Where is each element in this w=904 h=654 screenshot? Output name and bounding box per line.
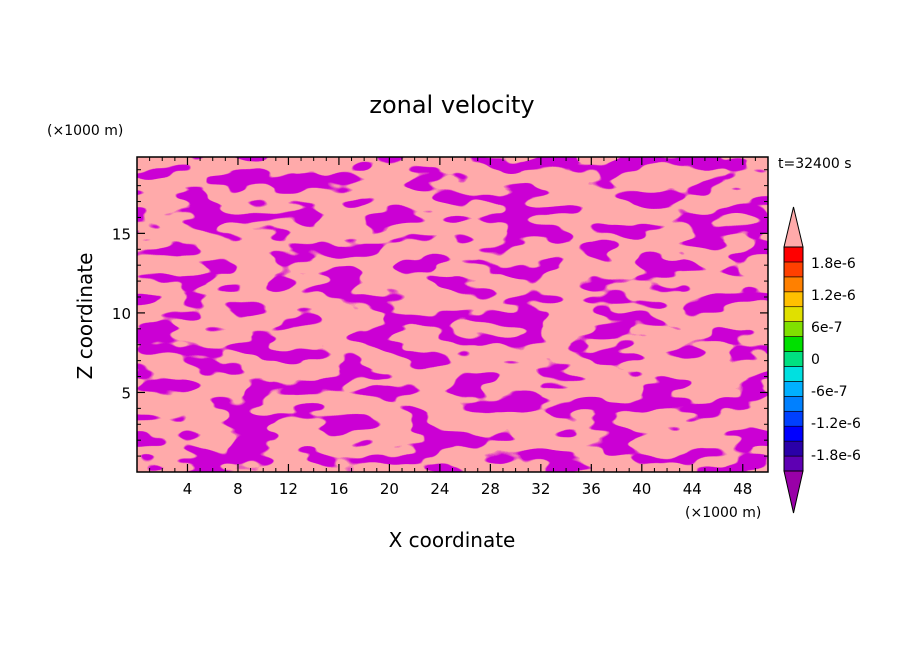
colorbar-over-arrow: [783, 206, 804, 248]
colorbar-swatch: [783, 366, 804, 382]
colorbar-tick-label: 1.8e-6: [811, 256, 856, 272]
colorbar-swatch: [783, 291, 804, 308]
colorbar-swatch: [783, 381, 804, 397]
colorbar-tick-label: 6e-7: [811, 320, 842, 336]
colorbar-swatch: [783, 276, 804, 293]
negative-region: [137, 157, 768, 472]
x-tick-label: 44: [683, 480, 702, 498]
colorbar-swatch: [783, 455, 804, 472]
x-tick-label: 4: [183, 480, 193, 498]
colorbar-swatch: [783, 336, 804, 352]
x-tick-label: 48: [733, 480, 752, 498]
x-unit-label: (×1000 m): [685, 505, 761, 521]
colorbar-swatch: [783, 246, 804, 263]
colorbar-tick-label: 0: [811, 352, 820, 368]
x-tick-label: 28: [481, 480, 500, 498]
y-axis: 5 10 15: [112, 169, 768, 457]
colorbar-under-arrow: [783, 470, 804, 514]
x-axis: 4 8 12 16 20 24 28 32 36 40 44 48: [149, 157, 756, 498]
colorbar: 1.8e-6 1.2e-6 6e-7 0 -6e-7 -1.2e-6 -1.8e-6: [783, 206, 861, 514]
contour-field: [137, 157, 768, 472]
x-tick-label: 32: [531, 480, 550, 498]
colorbar-swatch: [783, 261, 804, 278]
colorbar-swatch: [783, 306, 804, 322]
y-tick-label: 15: [112, 225, 131, 243]
x-tick-label: 24: [430, 480, 449, 498]
colorbar-swatch: [783, 425, 804, 442]
colorbar-swatch: [783, 351, 804, 367]
colorbar-tick-label: -6e-7: [811, 384, 848, 400]
x-tick-label: 36: [582, 480, 601, 498]
y-unit-label: (×1000 m): [47, 123, 123, 139]
colorbar-swatch: [783, 321, 804, 337]
x-tick-label: 12: [279, 480, 298, 498]
chart-title: zonal velocity: [369, 91, 534, 119]
colorbar-tick-label: 1.2e-6: [811, 288, 856, 304]
colorbar-swatch: [783, 440, 804, 457]
colorbar-swatch: [783, 396, 804, 412]
x-axis-label: X coordinate: [389, 528, 516, 552]
x-tick-label: 8: [233, 480, 243, 498]
x-tick-label: 20: [380, 480, 399, 498]
y-tick-label: 5: [121, 384, 131, 402]
y-tick-label: 10: [112, 305, 131, 323]
y-axis-label: Z coordinate: [73, 253, 97, 380]
x-tick-label: 40: [632, 480, 651, 498]
x-tick-label: 16: [329, 480, 348, 498]
time-label: t=32400 s: [778, 156, 852, 172]
colorbar-swatch: [783, 410, 804, 427]
colorbar-tick-label: -1.8e-6: [811, 448, 861, 464]
colorbar-frame: [783, 246, 804, 472]
colorbar-tick-label: -1.2e-6: [811, 416, 861, 432]
